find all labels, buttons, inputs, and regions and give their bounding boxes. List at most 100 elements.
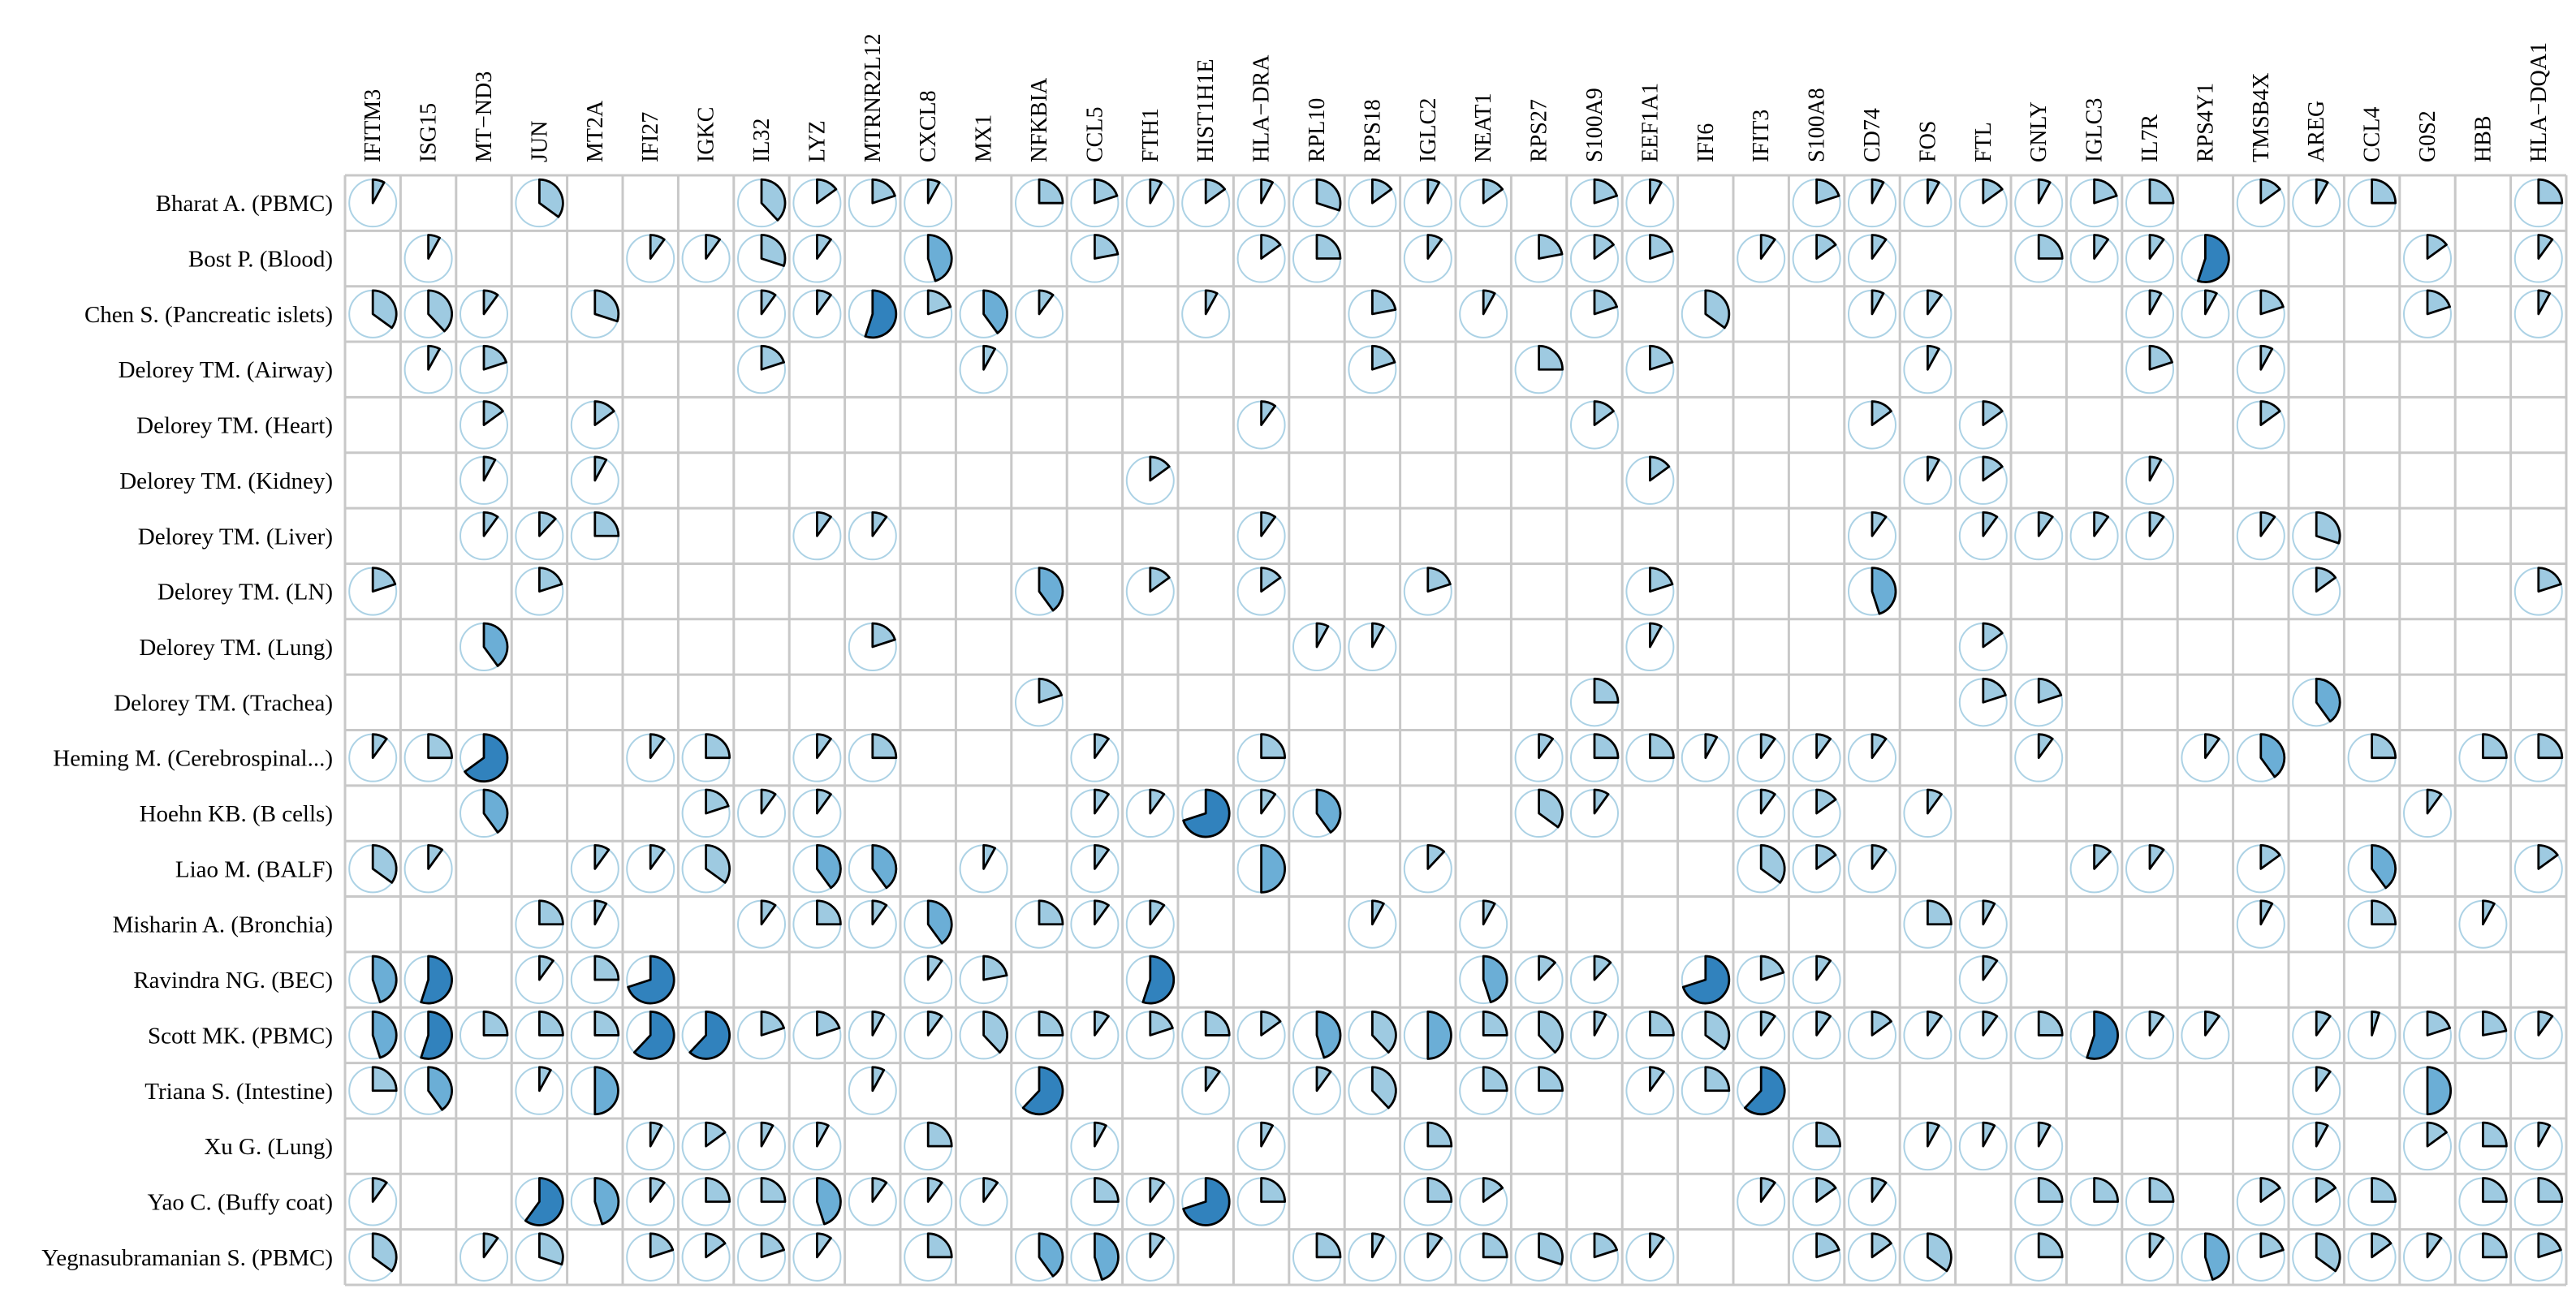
pie-cell-ravindra-ng-bec-fth1 xyxy=(1125,955,1176,1005)
pie-wedge xyxy=(1260,733,1286,760)
pie-cell-bharat-a-pbmc-s100a8 xyxy=(1792,178,1841,228)
pie-wedge xyxy=(1094,1121,1107,1148)
pie-cell-ravindra-ng-bec-ftl xyxy=(1958,955,2008,1005)
pie-cell-xu-g-lung-fos xyxy=(1903,1121,1952,1171)
pie-wedge xyxy=(1426,1177,1453,1203)
pie-wedge xyxy=(2426,234,2448,260)
pie-cell-hoehn-kb-b-cells-rps27 xyxy=(1514,788,1564,838)
pie-cell-yegnasubramanian-s-pbmc-iglc2 xyxy=(1403,1232,1452,1282)
column-label-hist1h1e: HIST1H1E xyxy=(1193,58,1219,162)
pie-cell-yegnasubramanian-s-pbmc-hbb xyxy=(2458,1232,2508,1282)
pie-cell-yao-c-buffy-coat-ifitm3 xyxy=(348,1177,398,1226)
pie-cell-yao-c-buffy-coat-cxcl8 xyxy=(904,1177,953,1226)
pie-wedge xyxy=(816,1121,830,1148)
pie-cell-delorey-tm-lung-eef1a1 xyxy=(1625,622,1675,671)
pie-wedge xyxy=(871,899,888,926)
pie-wedge xyxy=(2371,843,2397,890)
pie-cell-yegnasubramanian-s-pbmc-igkc xyxy=(681,1232,731,1282)
pie-cell-yao-c-buffy-coat-hla-dra xyxy=(1236,1177,1286,1226)
column-label-hbb: HBB xyxy=(2470,115,2496,162)
column-label-gnly: GNLY xyxy=(2026,101,2052,162)
pie-cell-yao-c-buffy-coat-fth1 xyxy=(1125,1177,1175,1226)
pie-cell-liao-m-balf-ifit3 xyxy=(1737,843,1786,894)
pie-cell-delorey-tm-ln-fth1 xyxy=(1125,567,1175,616)
row-label-bharat-a-pbmc: Bharat A. (PBMC) xyxy=(156,191,333,217)
pie-cell-bost-p-blood-g0s2 xyxy=(2403,234,2452,283)
pie-cell-heming-m-cerebrospinal-ifi27 xyxy=(626,733,675,782)
pie-cell-triana-s-intestine-nfkbia xyxy=(1015,1066,1064,1116)
pie-wedge xyxy=(2426,788,2443,815)
pie-cell-ravindra-ng-bec-isg15 xyxy=(403,955,453,1005)
pie-cell-bharat-a-pbmc-lyz xyxy=(792,178,842,228)
column-label-ccl5: CCL5 xyxy=(1082,107,1107,162)
pie-cell-delorey-tm-liver-areg xyxy=(2292,511,2341,561)
pie-wedge xyxy=(371,289,398,330)
pie-cell-bharat-a-pbmc-eef1a1 xyxy=(1625,178,1675,228)
pie-wedge xyxy=(2037,1177,2064,1203)
pie-cell-bharat-a-pbmc-areg xyxy=(2292,178,2341,228)
pie-cell-bost-p-blood-rps4y1 xyxy=(2181,234,2230,283)
pie-wedge xyxy=(1149,455,1171,482)
pie-cell-scott-mk-pbmc-s100a9 xyxy=(1570,1011,1619,1060)
pie-wedge xyxy=(1482,1066,1508,1093)
column-label-eef1a1: EEF1A1 xyxy=(1638,83,1663,162)
pie-wedge xyxy=(2371,1011,2380,1037)
pie-wedge xyxy=(1593,733,1620,760)
pie-wedge xyxy=(1815,1232,1840,1259)
pie-wedge xyxy=(1593,289,1618,316)
pie-wedge xyxy=(2482,1177,2508,1203)
pie-wedge xyxy=(2315,1066,2332,1093)
pie-cell-bharat-a-pbmc-rps18 xyxy=(1348,178,1397,228)
pie-wedge xyxy=(1538,955,1556,981)
pie-cell-yao-c-buffy-coat-tmsb4x xyxy=(2236,1177,2285,1226)
pie-cell-scott-mk-pbmc-ifitm3 xyxy=(348,1011,398,1060)
pie-cell-scott-mk-pbmc-fos xyxy=(1903,1011,1952,1060)
pie-wedge xyxy=(1260,1121,1274,1148)
row-label-xu-g-lung: Xu G. (Lung) xyxy=(204,1134,333,1160)
pie-cell-delorey-tm-lung-rpl10 xyxy=(1292,622,1341,671)
pie-cell-scott-mk-pbmc-g0s2 xyxy=(2403,1011,2452,1060)
pie-cell-scott-mk-pbmc-mt-nd3 xyxy=(460,1011,509,1060)
pie-cell-chen-s-pancreatic-islets-cd74 xyxy=(1848,289,1896,338)
pie-cell-delorey-tm-airway-fos xyxy=(1903,344,1952,394)
pie-wedge xyxy=(1094,1232,1120,1281)
pie-cell-bost-p-blood-cxcl8 xyxy=(904,234,953,283)
pie-cell-yegnasubramanian-s-pbmc-g0s2 xyxy=(2403,1232,2452,1282)
pie-cell-delorey-tm-kidney-eef1a1 xyxy=(1625,455,1675,505)
pie-wedge xyxy=(2093,843,2112,870)
pie-cell-delorey-tm-ln-iglc2 xyxy=(1403,567,1452,616)
pie-cell-bharat-a-pbmc-hist1h1e xyxy=(1181,178,1231,228)
pie-wedge xyxy=(2093,511,2110,537)
pie-wedge xyxy=(2093,1177,2119,1203)
pie-cell-yegnasubramanian-s-pbmc-rpl10 xyxy=(1292,1232,1342,1282)
pie-wedge xyxy=(1759,234,1776,260)
pie-wedge xyxy=(982,955,1008,981)
pie-wedge xyxy=(1538,234,1564,260)
pie-cell-delorey-tm-airway-mt-nd3 xyxy=(460,344,508,394)
pie-cell-chen-s-pancreatic-islets-ifi6 xyxy=(1681,289,1731,338)
row-label-yegnasubramanian-s-pbmc: Yegnasubramanian S. (PBMC) xyxy=(41,1245,333,1271)
column-label-jun: JUN xyxy=(527,121,552,162)
pie-wedge xyxy=(816,843,842,890)
pie-cell-chen-s-pancreatic-islets-il7r xyxy=(2125,289,2174,338)
pie-cell-bharat-a-pbmc-tmsb4x xyxy=(2236,178,2285,228)
column-label-cxcl8: CXCL8 xyxy=(916,90,941,162)
pie-cell-scott-mk-pbmc-iglc2 xyxy=(1403,1011,1452,1060)
pie-cell-bost-p-blood-rpl10 xyxy=(1292,234,1342,283)
pie-wedge xyxy=(1538,1011,1564,1054)
pie-wedge xyxy=(649,234,666,260)
pie-cell-yegnasubramanian-s-pbmc-il32 xyxy=(737,1232,786,1282)
pie-wedge xyxy=(1649,455,1671,482)
pie-wedge xyxy=(1260,178,1274,205)
pie-wedge xyxy=(1927,455,1940,482)
pie-cell-misharin-a-bronchia-tmsb4x xyxy=(2236,899,2285,949)
pie-cell-heming-m-cerebrospinal-hbb xyxy=(2458,733,2508,782)
row-label-delorey-tm-airway: Delorey TM. (Airway) xyxy=(119,357,333,383)
pie-cell-liao-m-balf-ccl4 xyxy=(2347,843,2397,894)
pie-cell-liao-m-balf-isg15 xyxy=(403,843,453,894)
pie-cell-bharat-a-pbmc-ifitm3 xyxy=(348,178,398,228)
pie-cell-bharat-a-pbmc-rpl10 xyxy=(1292,178,1342,228)
pie-wedge xyxy=(926,289,952,316)
pie-wedge xyxy=(482,455,497,482)
pie-cell-ravindra-ng-bec-mt2a xyxy=(570,955,620,1005)
